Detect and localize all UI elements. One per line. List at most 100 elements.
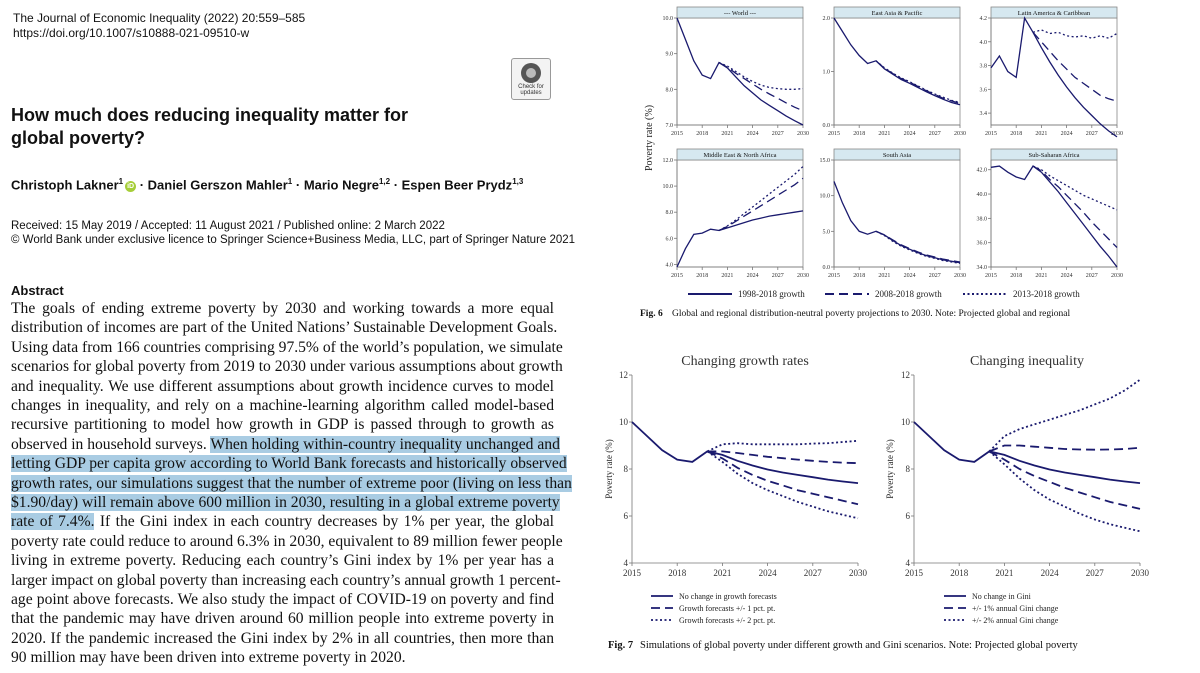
- y-tick-label: 3.6: [980, 87, 988, 93]
- abstract-line: recursive partitioning to model how grow…: [11, 416, 554, 434]
- x-tick-label: 2015: [623, 568, 642, 578]
- y-tick-label: 4.0: [666, 262, 674, 268]
- y-tick-label: 12: [901, 370, 910, 380]
- highlighted-text: $1.90/day) will remain above 600 million…: [11, 494, 560, 511]
- abstract-line: letting GDP per capita grow according to…: [11, 455, 567, 473]
- panel-strip: [676, 6, 804, 19]
- x-tick-label: 2030: [1131, 568, 1150, 578]
- author-name[interactable]: Espen Beer Prydz: [401, 177, 513, 193]
- series-line: [875, 230, 961, 265]
- abstract-text: and inequality. We use different assumpt…: [11, 377, 554, 395]
- y-tick-label: 36.0: [977, 241, 988, 247]
- abstract-line: 90 million may have been driven into ext…: [11, 649, 554, 667]
- figure-caption: Simulations of global poverty under diff…: [640, 640, 1079, 651]
- author-name[interactable]: Daniel Gerszon Mahler: [147, 177, 288, 193]
- x-tick-label: 2021: [1035, 131, 1047, 137]
- series-line: [1032, 31, 1118, 102]
- y-tick-label: 12.0: [663, 158, 674, 164]
- x-tick-label: 2015: [985, 131, 997, 137]
- series-line: [718, 62, 804, 112]
- badge-label: Check for updates: [518, 84, 544, 96]
- x-tick-label: 2021: [721, 273, 733, 279]
- series-line: [631, 421, 859, 484]
- y-tick-label: 3.4: [980, 111, 988, 117]
- author-affiliation: 1,2: [378, 177, 391, 186]
- abstract-text: observed in household surveys.: [11, 435, 211, 453]
- series-line: [990, 165, 1118, 268]
- panel-strip: [676, 148, 804, 161]
- x-tick-label: 2030: [849, 568, 868, 578]
- x-tick-label: 2015: [671, 273, 683, 279]
- journal-citation: The Journal of Economic Inequality (2022…: [13, 11, 306, 25]
- panel-title: Latin America & Caribbean: [1018, 10, 1091, 17]
- author-name[interactable]: Mario Negre: [303, 177, 379, 193]
- panel-title: East Asia & Pacific: [872, 10, 923, 17]
- abstract-line: poverty rate could reduce to around 6.3%…: [11, 533, 563, 551]
- y-tick-label: 10: [901, 417, 911, 427]
- x-tick-label: 2018: [1010, 131, 1022, 137]
- y-tick-label: 5.0: [823, 229, 831, 235]
- abstract-line: living in extreme poverty. Reducing each…: [11, 552, 554, 570]
- x-tick-label: 2024: [747, 273, 759, 279]
- abstract-line: Using data from 166 countries comprising…: [11, 339, 563, 357]
- plot-frame: [914, 375, 1140, 563]
- y-tick-label: 3.8: [980, 64, 988, 70]
- plot-frame: [833, 159, 961, 268]
- x-tick-label: 2030: [954, 131, 966, 137]
- legend-label: 2013-2018 growth: [1013, 289, 1080, 299]
- abstract-text: If the Gini index in each country decrea…: [94, 513, 554, 531]
- check-for-updates-badge[interactable]: Check for updates: [511, 58, 551, 100]
- series-line: [676, 210, 804, 268]
- abstract-line: growth rates, our simulations suggest th…: [11, 474, 572, 493]
- orcid-icon[interactable]: iD: [125, 181, 137, 193]
- y-tick-label: 8.0: [666, 210, 674, 216]
- figure-6: --- World --- 7.0 8.0 9.0 10.0 2015 2018 2021 20…: [640, 6, 1123, 319]
- y-tick-label: 10.0: [820, 194, 831, 200]
- author-name[interactable]: Christoph Lakner: [11, 177, 119, 193]
- x-tick-label: 2030: [797, 131, 809, 137]
- x-tick-label: 2015: [905, 568, 924, 578]
- x-tick-label: 2027: [772, 273, 784, 279]
- author-affiliation: 1: [118, 177, 124, 186]
- x-tick-label: 2024: [904, 273, 916, 279]
- y-tick-label: 7.0: [666, 123, 674, 129]
- x-tick-label: 2030: [1111, 273, 1123, 279]
- highlighted-text: letting GDP per capita grow according to…: [11, 455, 567, 473]
- abstract-line: 2020. If the pandemic increased the Gini…: [11, 630, 554, 648]
- legend-label: No change in growth forecasts: [679, 592, 777, 601]
- series-line: [718, 177, 804, 232]
- series-line: [988, 450, 1141, 510]
- x-tick-label: 2030: [1111, 131, 1123, 137]
- series-line: [718, 166, 804, 232]
- y-tick-label: 34.0: [977, 265, 988, 271]
- doi-link[interactable]: https://doi.org/10.1007/s10888-021-09510…: [13, 26, 250, 40]
- panel-strip: [990, 148, 1118, 161]
- x-tick-label: 2021: [713, 568, 731, 578]
- x-tick-label: 2030: [954, 273, 966, 279]
- x-tick-label: 2027: [1086, 273, 1098, 279]
- series-line: [833, 17, 961, 106]
- highlighted-text: rate of 7.4%.: [11, 513, 95, 531]
- x-tick-label: 2027: [1086, 131, 1098, 137]
- x-tick-label: 2018: [853, 273, 865, 279]
- author-affiliation: 1: [287, 177, 293, 186]
- y-tick-label: 4.0: [980, 40, 988, 46]
- panel-title: South Asia: [883, 152, 911, 159]
- figure-caption: Global and regional distribution-neutral…: [672, 309, 1070, 319]
- y-tick-label: 6: [906, 511, 911, 521]
- y-tick-label: 12: [619, 370, 628, 380]
- series-line: [875, 60, 961, 105]
- legend-label: 2008-2018 growth: [875, 289, 942, 299]
- plot-frame: [676, 17, 804, 126]
- x-tick-label: 2021: [878, 131, 890, 137]
- y-tick-label: 8.0: [666, 87, 674, 93]
- x-tick-label: 2021: [1035, 273, 1047, 279]
- abstract-text: living in extreme poverty. Reducing each…: [11, 552, 554, 570]
- abstract-text: that the pandemic may have driven around…: [11, 610, 554, 628]
- x-tick-label: 2018: [696, 131, 708, 137]
- abstract-line: distribution of incomes are part of the …: [11, 319, 557, 337]
- x-tick-label: 2024: [1041, 568, 1060, 578]
- abstract-line: changes in inequality, and rely on a mac…: [11, 397, 554, 415]
- panel-title: Changing inequality: [970, 354, 1084, 369]
- abstract-text: 2020. If the pandemic increased the Gini…: [11, 629, 554, 647]
